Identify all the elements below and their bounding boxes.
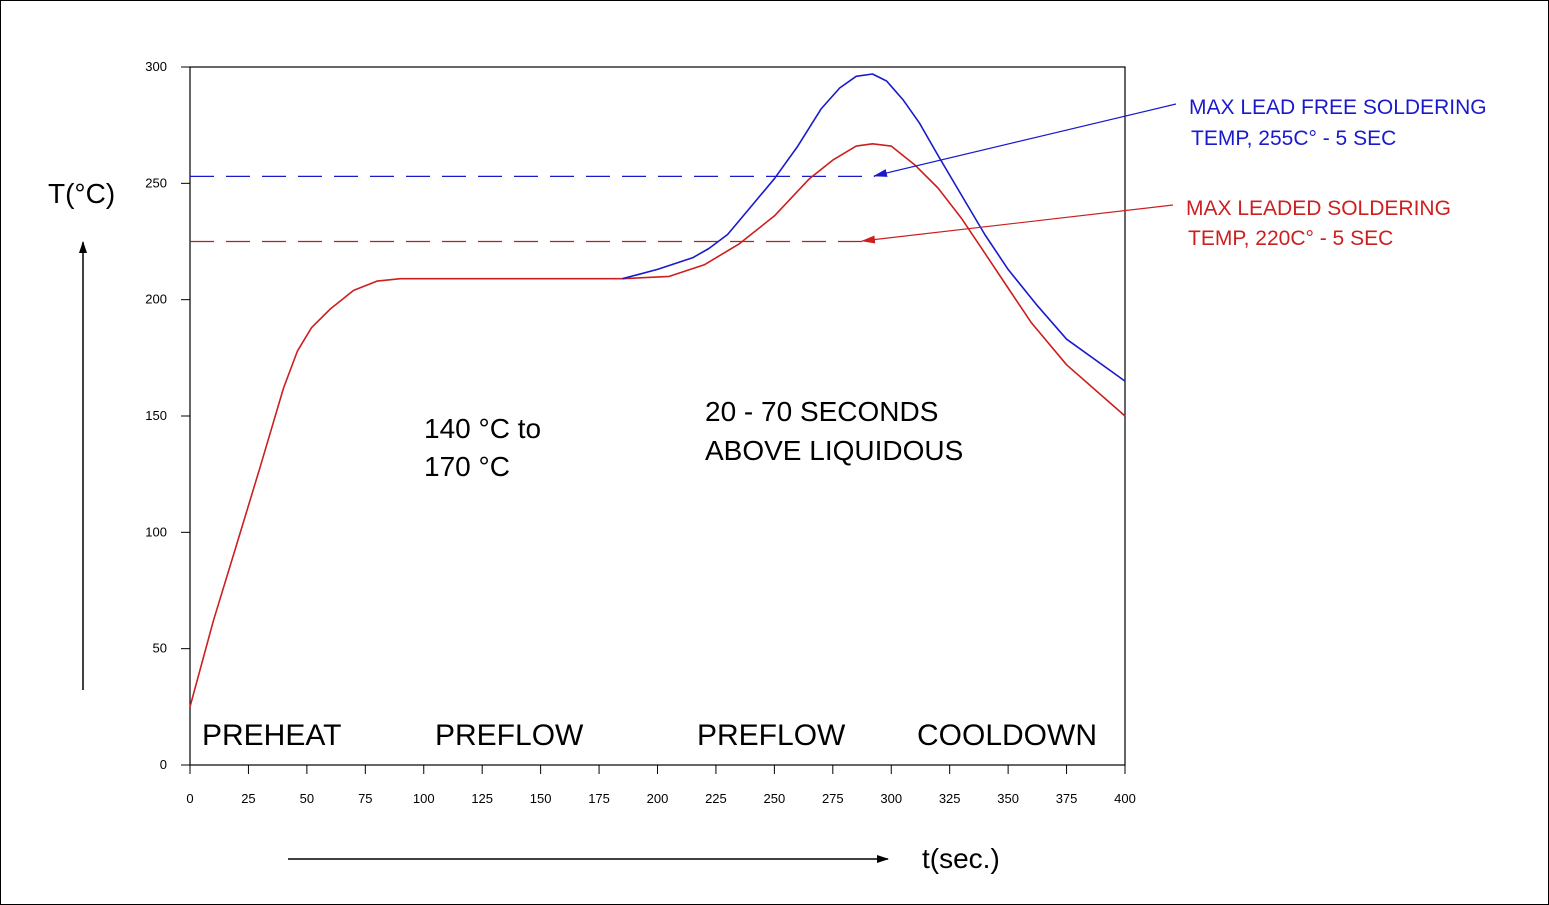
series-line <box>189 143 1126 708</box>
x-tick-label: 275 <box>822 791 844 806</box>
leaded-callout-arrow <box>861 204 1174 244</box>
y-axis-ticks: 0 50 100 150 200 250 300 <box>145 59 190 772</box>
leaded-callout-line1: MAX LEADED SOLDERING <box>1186 197 1451 220</box>
plot-area <box>189 66 1126 766</box>
series-line <box>622 73 1126 382</box>
x-tick-label: 125 <box>471 791 493 806</box>
x-tick-label: 325 <box>939 791 961 806</box>
x-tick-label: 75 <box>358 791 372 806</box>
x-tick-label: 300 <box>880 791 902 806</box>
x-tick-label: 25 <box>241 791 255 806</box>
x-tick-label: 175 <box>588 791 610 806</box>
y-tick-label: 250 <box>145 175 167 190</box>
x-tick-label: 375 <box>1056 791 1078 806</box>
x-tick-label: 400 <box>1114 791 1136 806</box>
x-axis-title: t(sec.) <box>922 843 1000 874</box>
leaded-callout-line2: TEMP, 220C° - 5 SEC <box>1188 227 1393 250</box>
liquidous-note-line1: 20 - 70 SECONDS <box>705 396 938 427</box>
region-label-cooldown: COOLDOWN <box>917 719 1097 752</box>
series-group <box>189 73 1126 708</box>
x-axis-ticks: 0 25 50 75 100 125 150 175 200 225 250 275 300 325 350… <box>186 765 1136 806</box>
x-tick-label: 200 <box>647 791 669 806</box>
y-tick-label: 150 <box>145 408 167 423</box>
region-label-preheat: PREHEAT <box>202 719 341 752</box>
y-tick-label: 0 <box>160 757 167 772</box>
soak-range-line2: 170 °C <box>424 451 510 482</box>
x-tick-label: 250 <box>764 791 786 806</box>
x-tick-label: 225 <box>705 791 727 806</box>
x-tick-label: 150 <box>530 791 552 806</box>
y-tick-label: 50 <box>153 641 167 656</box>
lead-free-callout-line1: MAX LEAD FREE SOLDERING <box>1189 96 1487 119</box>
y-tick-label: 300 <box>145 59 167 74</box>
region-label-preflow-2: PREFLOW <box>697 719 846 752</box>
liquidous-note-line2: ABOVE LIQUIDOUS <box>705 435 963 466</box>
lead-free-callout-arrow <box>873 103 1177 177</box>
y-tick-label: 100 <box>145 524 167 539</box>
x-tick-label: 350 <box>997 791 1019 806</box>
y-tick-label: 200 <box>145 292 167 307</box>
y-axis-title: T(°C) <box>48 178 115 209</box>
x-tick-label: 50 <box>300 791 314 806</box>
x-tick-label: 100 <box>413 791 435 806</box>
reference-lines <box>190 175 875 243</box>
x-tick-label: 0 <box>186 791 193 806</box>
region-label-preflow-1: PREFLOW <box>435 719 584 752</box>
soak-range-line1: 140 °C to <box>424 413 541 444</box>
lead-free-callout-line2: TEMP, 255C° - 5 SEC <box>1191 127 1396 150</box>
